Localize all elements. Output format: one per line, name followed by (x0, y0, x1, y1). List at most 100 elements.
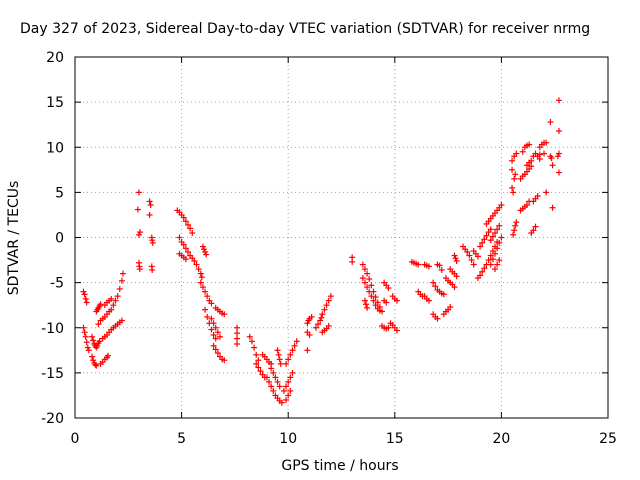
data-point (135, 189, 142, 196)
data-point (361, 266, 368, 273)
data-point (210, 331, 217, 338)
data-point (318, 314, 325, 321)
x-tick-labels: 0 5 10 15 20 25 (71, 431, 617, 447)
data-point (474, 253, 481, 260)
data-point (364, 304, 371, 311)
y-tick-label: 0 (55, 231, 64, 247)
data-point (536, 151, 543, 158)
data-point (83, 299, 90, 306)
data-point (519, 148, 526, 155)
data-point (425, 297, 432, 304)
data-point (483, 232, 490, 239)
data-point (383, 299, 390, 306)
data-point (149, 266, 156, 273)
data-point (487, 237, 494, 244)
data-point (304, 320, 311, 327)
data-point (415, 261, 422, 268)
data-point (509, 166, 516, 173)
data-point (451, 284, 458, 291)
data-point (306, 331, 313, 338)
data-point (118, 277, 125, 284)
data-point (116, 285, 123, 292)
data-point (541, 150, 548, 157)
data-point (510, 189, 517, 196)
y-tick-label: -5 (50, 276, 64, 292)
data-point (372, 294, 379, 301)
data-point (287, 351, 294, 358)
y-tick-label: -15 (41, 366, 64, 382)
data-point (214, 329, 221, 336)
data-point (112, 297, 119, 304)
data-point (176, 234, 183, 241)
data-point (361, 279, 368, 286)
data-point (285, 378, 292, 385)
data-point (464, 248, 471, 255)
axis-ticks (74, 56, 609, 419)
data-point (526, 141, 533, 148)
data-point (200, 246, 207, 253)
plot-frame (74, 56, 609, 419)
x-tick-label: 10 (279, 431, 297, 447)
data-point (432, 283, 439, 290)
data-point (492, 250, 499, 257)
data-point (82, 333, 89, 340)
data-point (304, 347, 311, 354)
data-point (216, 333, 223, 340)
data-point (434, 315, 441, 322)
data-point (523, 202, 530, 209)
data-point (481, 236, 488, 243)
data-point (180, 214, 187, 221)
data-point (364, 270, 371, 277)
data-point (496, 257, 503, 264)
data-point (364, 284, 371, 291)
data-point (513, 219, 520, 226)
data-point (479, 239, 486, 246)
data-point (385, 285, 392, 292)
data-point (323, 302, 330, 309)
data-point (221, 311, 228, 318)
data-point (534, 192, 541, 199)
data-point (555, 169, 562, 176)
data-point (268, 383, 275, 390)
data-point (319, 311, 326, 318)
data-point (193, 261, 200, 268)
data-point (287, 387, 294, 394)
data-point (496, 222, 503, 229)
data-point (289, 347, 296, 354)
data-point (202, 248, 209, 255)
data-point (477, 272, 484, 279)
data-point (149, 237, 156, 244)
data-point (425, 263, 432, 270)
data-point (90, 337, 97, 344)
data-point (92, 361, 99, 368)
data-point (212, 346, 219, 353)
data-point (548, 155, 555, 162)
data-point (289, 369, 296, 376)
data-point (283, 396, 290, 403)
data-point (512, 222, 519, 229)
y-tick-label: -10 (41, 321, 64, 337)
data-point (308, 313, 315, 320)
data-point (477, 243, 484, 250)
data-point (438, 266, 445, 273)
data-point (510, 231, 517, 238)
data-point (93, 362, 100, 369)
data-point (470, 261, 477, 268)
data-point (325, 297, 332, 304)
data-point (277, 360, 284, 367)
data-point (385, 324, 392, 331)
data-point (485, 257, 492, 264)
data-point (368, 282, 375, 289)
data-point (489, 233, 496, 240)
x-tick-label: 0 (71, 431, 80, 447)
data-point (451, 252, 458, 259)
data-point (96, 338, 103, 345)
data-point (189, 229, 196, 236)
data-point (255, 357, 262, 364)
data-point (147, 202, 154, 209)
data-point (80, 324, 87, 331)
data-point (276, 356, 283, 363)
data-point (118, 317, 125, 324)
data-point (554, 153, 561, 160)
data-point (199, 243, 206, 250)
